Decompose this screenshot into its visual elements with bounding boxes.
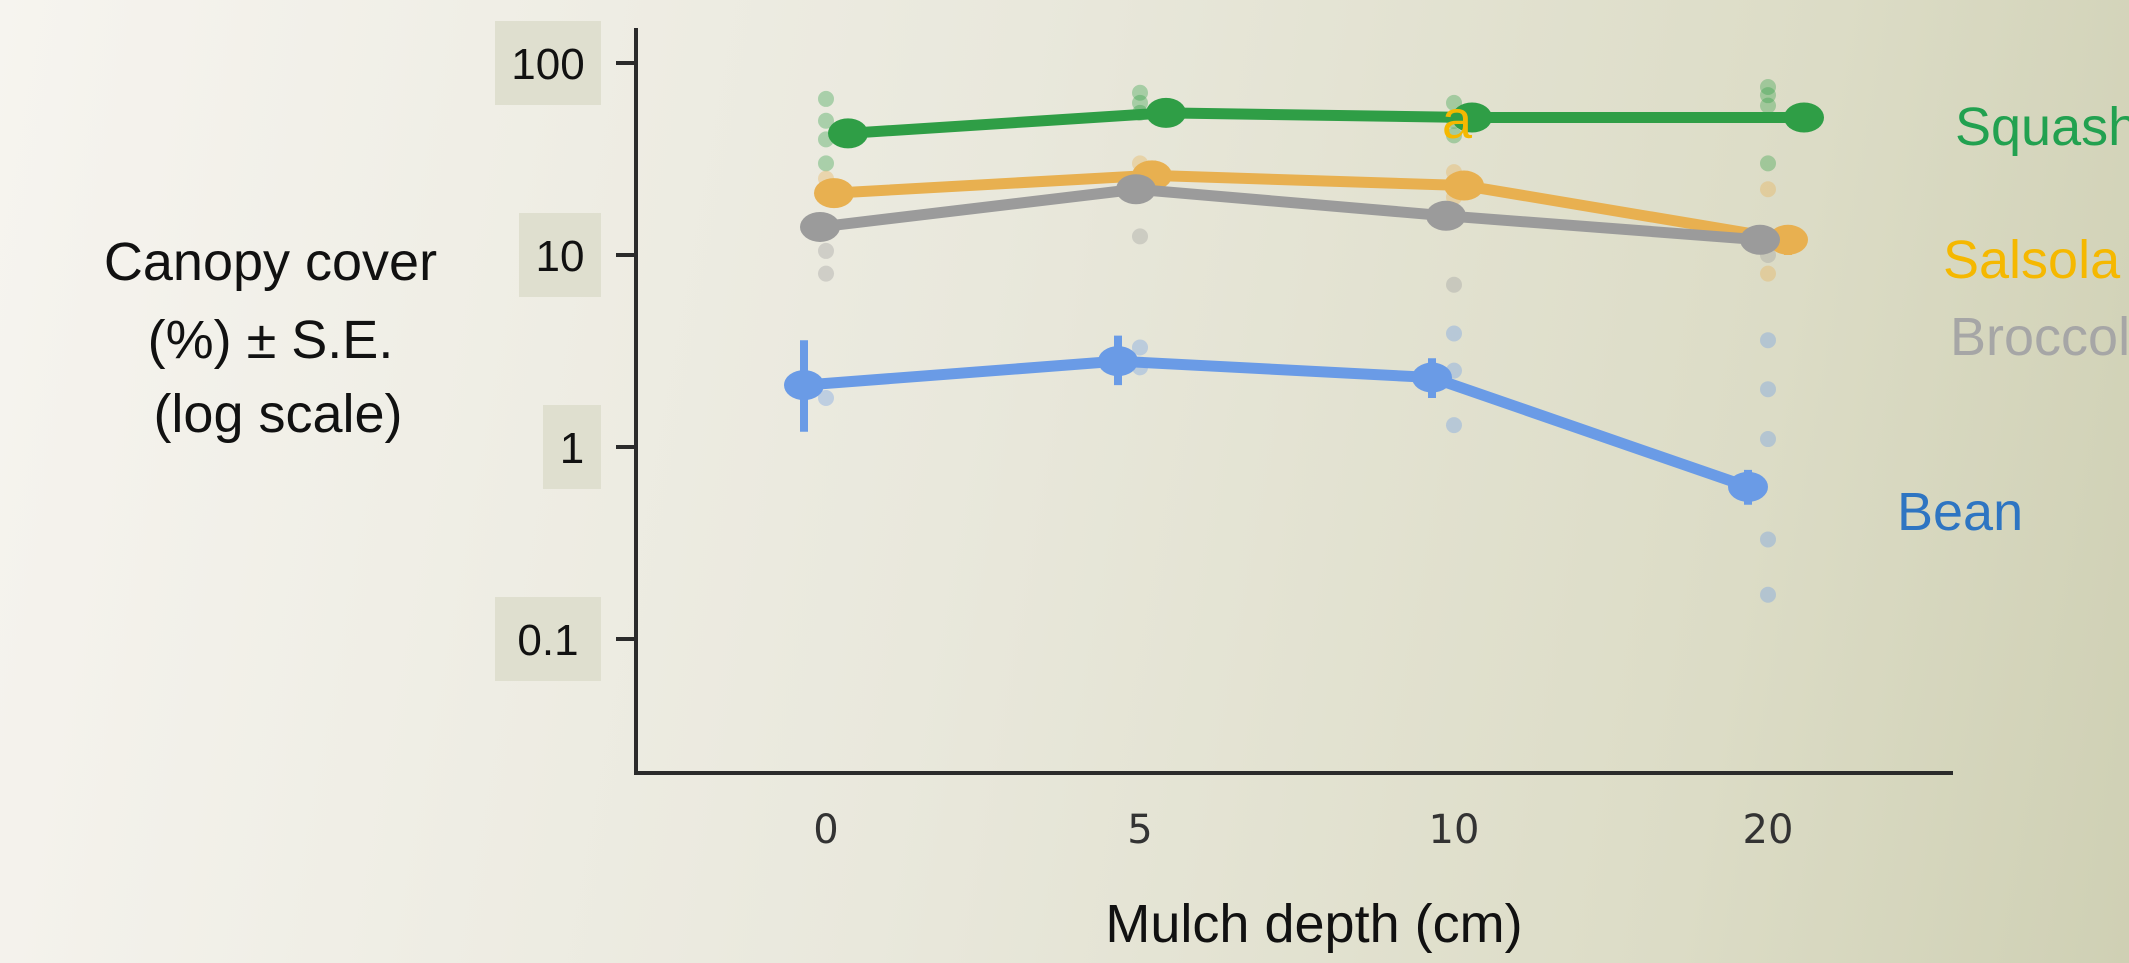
y-tick-box-0-1 [495, 597, 601, 681]
bean-raw-point [1760, 531, 1776, 548]
broccoli-mean-point [1426, 200, 1466, 231]
squash-raw-point [1760, 78, 1776, 95]
squash-raw-point [818, 112, 834, 129]
y-axis-label: Canopy cover (%) ± S.E. (log scale) [104, 232, 452, 444]
squash-mean-point [828, 118, 868, 149]
y-tick-label-10: 10 [536, 232, 585, 281]
salsola-line [828, 169, 1794, 246]
x-tick-label-5: 5 [1127, 807, 1152, 853]
squash-mean-point [1452, 102, 1492, 133]
salsola-mean-point [814, 178, 854, 209]
raw-points [818, 78, 1776, 603]
broccoli-mean-point [800, 211, 840, 242]
squash-raw-point [1760, 87, 1776, 104]
series-lines [784, 97, 1824, 505]
y-axis-label-line-2: (%) ± S.E. [148, 310, 394, 370]
broccoli-label: Broccoli [1950, 307, 2129, 367]
squash-label: Squash [1955, 97, 2129, 157]
y-tick-label-1: 1 [560, 424, 584, 473]
bean-mean-point [1098, 346, 1138, 377]
squash-raw-point [818, 90, 834, 107]
salsola-label: Salsola [1943, 230, 2121, 290]
bean-raw-point [1760, 586, 1776, 603]
y-axis-ticks: 100 10 1 0.1 [495, 21, 636, 681]
squash-raw-point [1760, 97, 1776, 114]
broccoli-raw-point [818, 265, 834, 282]
salsola-mean-point [1768, 224, 1808, 255]
salsola-raw-point [1760, 181, 1776, 198]
bean-mean-point [1412, 362, 1452, 393]
squash-mean-point [1784, 102, 1824, 133]
bean-raw-point [818, 389, 834, 406]
squash-raw-point [818, 155, 834, 172]
y-axis-label-line-1: Canopy cover [104, 232, 437, 292]
broccoli-raw-point [818, 242, 834, 259]
broccoli-raw-point [1132, 228, 1148, 245]
y-tick-box-100 [495, 21, 601, 105]
squash-raw-point [1446, 127, 1462, 144]
broccoli-mean-point [1740, 224, 1780, 255]
squash-raw-point [1132, 84, 1148, 101]
y-tick-label-0-1: 0.1 [517, 616, 578, 665]
x-axis-label: Mulch depth (cm) [1105, 894, 1522, 954]
squash-raw-point [1760, 155, 1776, 172]
broccoli-mean-point [1116, 174, 1156, 205]
broccoli-raw-point [1446, 276, 1462, 293]
y-tick-box-1 [543, 405, 601, 489]
x-tick-label-10: 10 [1429, 807, 1480, 853]
y-tick-box-10 [519, 213, 601, 297]
x-tick-label-20: 20 [1743, 807, 1794, 853]
squash-line [842, 107, 1810, 139]
squash-raw-point [1132, 94, 1148, 111]
squash-mean-point [1146, 97, 1186, 128]
x-tick-label-0: 0 [813, 807, 838, 853]
annotation-a: a [1442, 90, 1473, 150]
bean-mean-point [784, 370, 824, 401]
bean-label: Bean [1897, 482, 2023, 542]
bean-raw-point [1446, 417, 1462, 434]
y-tick-label-100: 100 [511, 40, 584, 89]
bean-mean-point [1728, 471, 1768, 502]
bean-raw-point [1760, 381, 1776, 398]
x-axis-ticks: 0 5 10 20 [813, 807, 1793, 853]
bean-raw-point [1446, 325, 1462, 342]
series-labels: Squash Salsola Broccoli Bean [1897, 97, 2129, 542]
bean-raw-point [1132, 339, 1148, 356]
y-axis-label-line-3: (log scale) [153, 384, 402, 444]
salsola-mean-point [1444, 170, 1484, 201]
salsola-raw-point [1760, 265, 1776, 282]
bean-raw-point [1760, 332, 1776, 349]
bean-raw-point [1760, 431, 1776, 448]
bean-line [798, 355, 1754, 493]
broccoli-line [814, 183, 1766, 246]
axes [634, 28, 1953, 775]
